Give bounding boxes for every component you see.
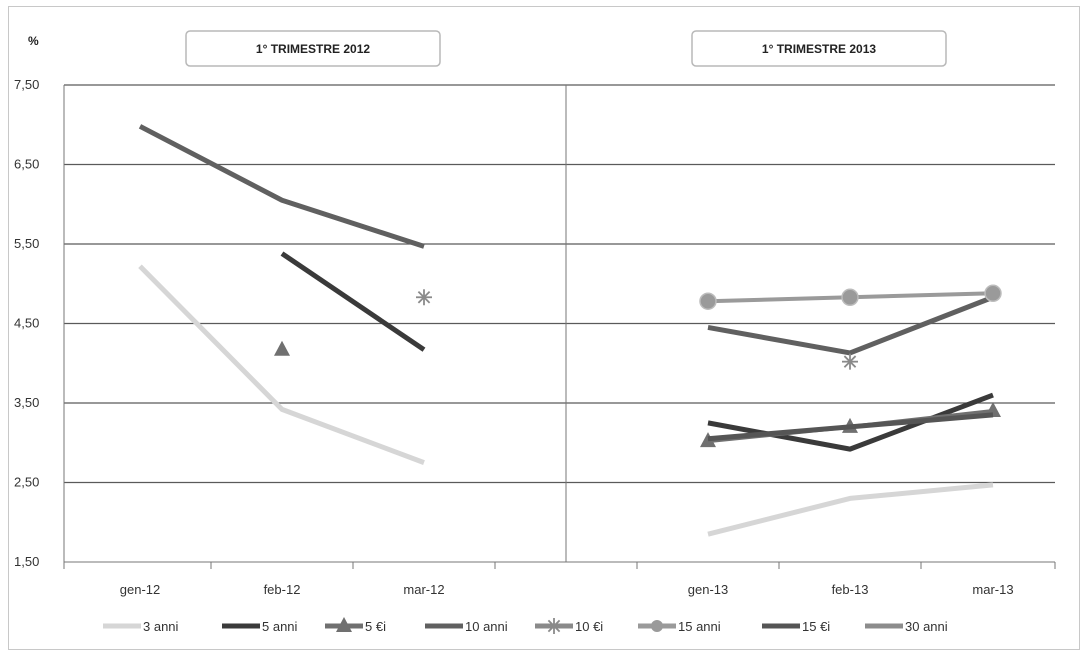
legend-item: 3 anni (103, 619, 179, 634)
legend-item: 10 anni (425, 619, 508, 634)
series-lines (138, 124, 1002, 537)
legend-item: 30 anni (865, 619, 948, 634)
y-tick-label: 4,50 (14, 316, 39, 331)
gridlines (64, 84, 1055, 484)
axes (63, 85, 1056, 569)
series-15-anni (699, 284, 1002, 310)
star-marker (842, 353, 858, 370)
legend-label: 10 anni (465, 619, 508, 634)
series-line (138, 124, 425, 249)
triangle-marker (700, 432, 716, 448)
star-marker (546, 618, 562, 634)
series-3-anni (138, 264, 994, 537)
x-tick-label: mar-12 (403, 582, 444, 597)
circle-marker (841, 288, 859, 307)
legend-circle-marker (651, 620, 663, 632)
legend-label: 15 €i (802, 619, 830, 634)
series-15-i (707, 412, 994, 442)
series-line (707, 294, 994, 356)
star-marker (416, 289, 432, 306)
y-tick-label: 2,50 (14, 475, 39, 490)
legend-item: 5 €i (325, 617, 386, 634)
y-tick-label: 7,50 (14, 77, 39, 92)
series-10-i (416, 289, 858, 370)
series-line (707, 412, 994, 442)
x-tick-label: gen-13 (688, 582, 728, 597)
panel-title-2013: 1° TRIMESTRE 2013 (691, 30, 947, 67)
y-tick-labels: 7,50 6,50 5,50 4,50 3,50 2,50 1,50 (14, 77, 39, 569)
triangle-marker (336, 617, 352, 632)
y-tick-label: 5,50 (14, 236, 39, 251)
legend-item: 15 €i (762, 619, 830, 634)
legend-item: 10 €i (535, 618, 603, 634)
series-line (707, 482, 994, 537)
legend-label: 5 anni (262, 619, 298, 634)
x-tick-label: feb-13 (832, 582, 869, 597)
x-tick-labels: gen-12 feb-12 mar-12 gen-13 feb-13 mar-13 (120, 582, 1014, 597)
legend-label: 3 anni (143, 619, 179, 634)
panel-title-2012: 1° TRIMESTRE 2012 (185, 30, 441, 67)
legend-label: 15 anni (678, 619, 721, 634)
circle-marker (699, 292, 717, 310)
legend-label: 30 anni (905, 619, 948, 634)
circle-marker (984, 284, 1002, 303)
y-axis-label: % (28, 34, 39, 48)
series-line (280, 251, 426, 352)
panel-title-2013-text: 1° TRIMESTRE 2013 (762, 42, 876, 56)
legend-label: 5 €i (365, 619, 386, 634)
star-stroke (547, 619, 561, 633)
legend-label: 10 €i (575, 619, 603, 634)
panel-title-2012-text: 1° TRIMESTRE 2012 (256, 42, 370, 56)
series-line (707, 392, 994, 452)
series-5-anni (280, 251, 994, 452)
y-tick-label: 6,50 (14, 157, 39, 172)
star-stroke (843, 355, 857, 368)
x-tick-label: gen-12 (120, 582, 160, 597)
legend-item: 5 anni (222, 619, 298, 634)
y-tick-label: 3,50 (14, 395, 39, 410)
y-tick-label: 1,50 (14, 554, 39, 569)
triangle-marker (274, 340, 290, 356)
x-tick-label: mar-13 (972, 582, 1013, 597)
x-tick-label: feb-12 (264, 582, 301, 597)
series-10-anni (138, 124, 994, 356)
series-line (138, 264, 425, 465)
chart-frame (8, 6, 1080, 650)
legend-item: 15 anni (638, 619, 721, 634)
star-stroke (417, 291, 431, 304)
legend: 3 anni 5 anni 5 €i 10 anni 10 €i 15 anni 15 €i… (103, 617, 948, 634)
